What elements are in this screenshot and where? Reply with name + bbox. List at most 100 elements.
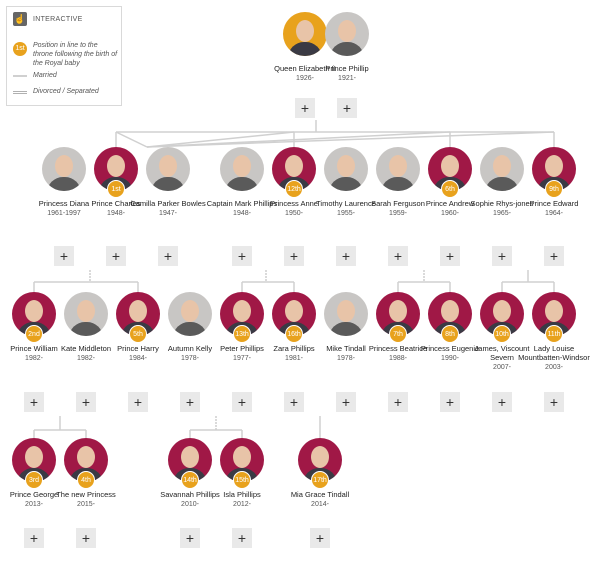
person-years: 1977- (233, 355, 251, 362)
person-name: Prince George 2013- (0, 490, 72, 509)
person-name: Lady Louise Mountbatten-Windsor 2003- (516, 344, 590, 372)
person-name: Prince Edward 1964- (516, 199, 590, 218)
married-line-sample (13, 75, 27, 77)
expand-button[interactable]: + (492, 246, 512, 266)
expand-button[interactable]: + (24, 528, 44, 548)
expand-button[interactable]: + (232, 392, 252, 412)
person-years: 1984- (129, 355, 147, 362)
expand-button[interactable]: + (180, 528, 200, 548)
person-name: Mia Grace Tindall 2014- (282, 490, 358, 509)
expand-button[interactable]: + (440, 246, 460, 266)
succession-rank-badge: 12th (285, 180, 303, 198)
person-years: 1964- (545, 210, 563, 217)
person-name: Captain Mark Phillips 1948- (204, 199, 280, 218)
person-years: 2003- (545, 364, 563, 371)
person-years: 1982- (77, 355, 95, 362)
person-name: Sophie Rhys-jones 1965- (464, 199, 540, 218)
person-name: Sarah Ferguson 1959- (360, 199, 436, 218)
succession-rank-badge: 6th (441, 180, 459, 198)
portrait-photo (480, 147, 524, 191)
expand-button[interactable]: + (284, 392, 304, 412)
succession-rank-badge: 9th (545, 180, 563, 198)
person-years: 1981- (285, 355, 303, 362)
person-years: 1965- (493, 210, 511, 217)
person-years: 2013- (25, 501, 43, 508)
person-years: 1947- (159, 210, 177, 217)
expand-button[interactable]: + (232, 528, 252, 548)
person-years: 2015- (77, 501, 95, 508)
person-name: Mike Tindall 1978- (308, 344, 384, 363)
expand-button[interactable]: + (336, 392, 356, 412)
expand-button[interactable]: + (106, 246, 126, 266)
person-years: 2007- (493, 364, 511, 371)
expand-button[interactable]: + (128, 392, 148, 412)
legend-married-label: Married (33, 72, 57, 79)
person-years: 1948- (107, 210, 125, 217)
person-name: Prince Andrew 1960- (412, 199, 488, 218)
expand-button[interactable]: + (76, 392, 96, 412)
portrait-photo (220, 147, 264, 191)
person-name: Prince William 1982- (0, 344, 72, 363)
person-years: 1961-1997 (47, 210, 81, 217)
portrait-photo (42, 147, 86, 191)
person-name: Camilla Parker Bowles 1947- (130, 199, 206, 217)
expand-button[interactable]: + (284, 246, 304, 266)
person-years: 2014- (311, 501, 329, 508)
portrait-photo (168, 438, 212, 482)
succession-rank-badge: 10th (493, 325, 511, 343)
divorced-line-sample (13, 91, 27, 94)
person-name: Kate Middleton 1982- (48, 344, 124, 363)
person-name: Prince Charles 1948- (78, 199, 154, 218)
person-name: The new Princess 2015- (48, 490, 124, 509)
person-name: Princess Diana 1961-1997 (26, 199, 102, 218)
succession-rank-badge: 8th (441, 325, 459, 343)
legend-rank-badge: 1st (13, 42, 27, 56)
person-years: 1990- (441, 355, 459, 362)
expand-button[interactable]: + (544, 246, 564, 266)
succession-rank-badge: 3rd (25, 471, 43, 489)
expand-button[interactable]: + (310, 528, 330, 548)
expand-button[interactable]: + (388, 246, 408, 266)
expand-button[interactable]: + (492, 392, 512, 412)
legend-interactive-label: INTERACTIVE (33, 16, 83, 23)
expand-button[interactable]: + (24, 392, 44, 412)
person-years: 1960- (441, 210, 459, 217)
legend-divorced-label: Divorced / Separated (33, 88, 99, 95)
person-name: Princess Beatrice 1988- (360, 344, 436, 363)
hand-pointer-icon: ☝ (13, 12, 27, 26)
expand-button[interactable]: + (232, 246, 252, 266)
succession-rank-badge: 1st (107, 180, 125, 198)
person-years: 2012- (233, 501, 251, 508)
person-name: Autumn Kelly 1978- (152, 344, 228, 363)
family-connector (146, 131, 451, 148)
succession-rank-badge: 2nd (25, 325, 43, 343)
person-years: 1950- (285, 210, 303, 217)
portrait-photo (325, 12, 369, 56)
portrait-photo (283, 12, 327, 56)
expand-button[interactable]: + (440, 392, 460, 412)
person-years: 1978- (181, 355, 199, 362)
person-years: 1955- (337, 210, 355, 217)
expand-button[interactable]: + (54, 246, 74, 266)
portrait-photo (168, 292, 212, 336)
person-name: Princess Eugenie 1990- (412, 344, 488, 363)
expand-button[interactable]: + (388, 392, 408, 412)
person-name: Isla Phillips 2012- (204, 490, 280, 509)
succession-rank-badge: 5th (129, 325, 147, 343)
person-years: 1948- (233, 210, 251, 217)
expand-button[interactable]: + (158, 246, 178, 266)
person-years: 2010- (181, 501, 199, 508)
family-connector (146, 131, 295, 148)
expand-button[interactable]: + (295, 98, 315, 118)
expand-button[interactable]: + (337, 98, 357, 118)
portrait-photo (146, 147, 190, 191)
family-connector (146, 131, 555, 148)
person-years: 1978- (337, 355, 355, 362)
expand-button[interactable]: + (180, 392, 200, 412)
expand-button[interactable]: + (336, 246, 356, 266)
succession-rank-badge: 13th (233, 325, 251, 343)
expand-button[interactable]: + (544, 392, 564, 412)
person-name: James, Viscount Severn 2007- (464, 344, 540, 372)
expand-button[interactable]: + (76, 528, 96, 548)
